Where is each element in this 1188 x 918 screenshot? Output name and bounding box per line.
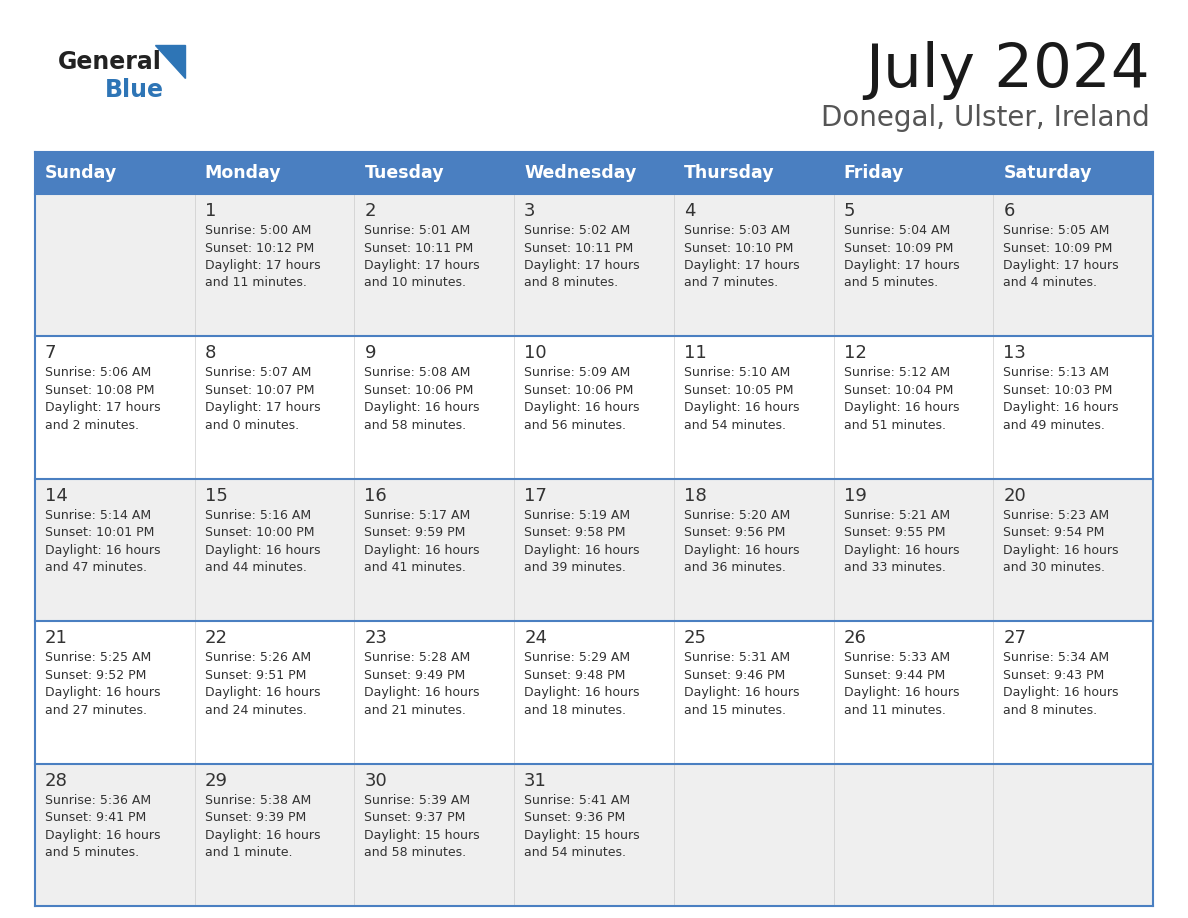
Text: Monday: Monday bbox=[204, 164, 282, 182]
Text: Sunrise: 5:16 AM
Sunset: 10:00 PM
Daylight: 16 hours
and 44 minutes.: Sunrise: 5:16 AM Sunset: 10:00 PM Daylig… bbox=[204, 509, 321, 575]
Text: 15: 15 bbox=[204, 487, 228, 505]
Text: Sunrise: 5:21 AM
Sunset: 9:55 PM
Daylight: 16 hours
and 33 minutes.: Sunrise: 5:21 AM Sunset: 9:55 PM Dayligh… bbox=[843, 509, 959, 575]
Text: 30: 30 bbox=[365, 772, 387, 789]
Text: 22: 22 bbox=[204, 629, 228, 647]
Text: 5: 5 bbox=[843, 202, 855, 220]
Text: Thursday: Thursday bbox=[684, 164, 775, 182]
Text: 24: 24 bbox=[524, 629, 548, 647]
Text: Sunrise: 5:10 AM
Sunset: 10:05 PM
Daylight: 16 hours
and 54 minutes.: Sunrise: 5:10 AM Sunset: 10:05 PM Daylig… bbox=[684, 366, 800, 431]
Bar bbox=[34, 194, 1154, 336]
Text: 20: 20 bbox=[1004, 487, 1026, 505]
Text: 10: 10 bbox=[524, 344, 546, 363]
Text: 12: 12 bbox=[843, 344, 866, 363]
Bar bbox=[34, 336, 1154, 479]
Text: Sunrise: 5:14 AM
Sunset: 10:01 PM
Daylight: 16 hours
and 47 minutes.: Sunrise: 5:14 AM Sunset: 10:01 PM Daylig… bbox=[45, 509, 160, 575]
Text: Sunrise: 5:13 AM
Sunset: 10:03 PM
Daylight: 16 hours
and 49 minutes.: Sunrise: 5:13 AM Sunset: 10:03 PM Daylig… bbox=[1004, 366, 1119, 431]
Text: 21: 21 bbox=[45, 629, 68, 647]
Text: Wednesday: Wednesday bbox=[524, 164, 637, 182]
Text: 27: 27 bbox=[1004, 629, 1026, 647]
Text: Sunrise: 5:04 AM
Sunset: 10:09 PM
Daylight: 17 hours
and 5 minutes.: Sunrise: 5:04 AM Sunset: 10:09 PM Daylig… bbox=[843, 224, 959, 289]
Text: Sunrise: 5:25 AM
Sunset: 9:52 PM
Daylight: 16 hours
and 27 minutes.: Sunrise: 5:25 AM Sunset: 9:52 PM Dayligh… bbox=[45, 651, 160, 717]
Text: Saturday: Saturday bbox=[1004, 164, 1092, 182]
Text: Sunrise: 5:41 AM
Sunset: 9:36 PM
Daylight: 15 hours
and 54 minutes.: Sunrise: 5:41 AM Sunset: 9:36 PM Dayligh… bbox=[524, 793, 640, 859]
Text: Sunrise: 5:05 AM
Sunset: 10:09 PM
Daylight: 17 hours
and 4 minutes.: Sunrise: 5:05 AM Sunset: 10:09 PM Daylig… bbox=[1004, 224, 1119, 289]
Text: Sunday: Sunday bbox=[45, 164, 118, 182]
Text: Sunrise: 5:12 AM
Sunset: 10:04 PM
Daylight: 16 hours
and 51 minutes.: Sunrise: 5:12 AM Sunset: 10:04 PM Daylig… bbox=[843, 366, 959, 431]
Bar bbox=[34, 764, 1154, 906]
Text: Sunrise: 5:36 AM
Sunset: 9:41 PM
Daylight: 16 hours
and 5 minutes.: Sunrise: 5:36 AM Sunset: 9:41 PM Dayligh… bbox=[45, 793, 160, 859]
Text: Sunrise: 5:02 AM
Sunset: 10:11 PM
Daylight: 17 hours
and 8 minutes.: Sunrise: 5:02 AM Sunset: 10:11 PM Daylig… bbox=[524, 224, 640, 289]
Bar bbox=[34, 621, 1154, 764]
Text: 23: 23 bbox=[365, 629, 387, 647]
Bar bbox=[34, 479, 1154, 621]
Text: Friday: Friday bbox=[843, 164, 904, 182]
Text: 31: 31 bbox=[524, 772, 546, 789]
Text: Sunrise: 5:38 AM
Sunset: 9:39 PM
Daylight: 16 hours
and 1 minute.: Sunrise: 5:38 AM Sunset: 9:39 PM Dayligh… bbox=[204, 793, 321, 859]
Text: 13: 13 bbox=[1004, 344, 1026, 363]
Text: 29: 29 bbox=[204, 772, 228, 789]
Text: Sunrise: 5:19 AM
Sunset: 9:58 PM
Daylight: 16 hours
and 39 minutes.: Sunrise: 5:19 AM Sunset: 9:58 PM Dayligh… bbox=[524, 509, 639, 575]
Text: 1: 1 bbox=[204, 202, 216, 220]
Bar bbox=[34, 152, 1154, 194]
Text: 14: 14 bbox=[45, 487, 68, 505]
Text: Sunrise: 5:31 AM
Sunset: 9:46 PM
Daylight: 16 hours
and 15 minutes.: Sunrise: 5:31 AM Sunset: 9:46 PM Dayligh… bbox=[684, 651, 800, 717]
Text: 25: 25 bbox=[684, 629, 707, 647]
Text: July 2024: July 2024 bbox=[865, 40, 1150, 99]
Polygon shape bbox=[154, 45, 185, 78]
Text: Sunrise: 5:08 AM
Sunset: 10:06 PM
Daylight: 16 hours
and 58 minutes.: Sunrise: 5:08 AM Sunset: 10:06 PM Daylig… bbox=[365, 366, 480, 431]
Text: Sunrise: 5:09 AM
Sunset: 10:06 PM
Daylight: 16 hours
and 56 minutes.: Sunrise: 5:09 AM Sunset: 10:06 PM Daylig… bbox=[524, 366, 639, 431]
Text: 2: 2 bbox=[365, 202, 375, 220]
Text: 18: 18 bbox=[684, 487, 707, 505]
Text: Blue: Blue bbox=[105, 78, 164, 102]
Text: Sunrise: 5:03 AM
Sunset: 10:10 PM
Daylight: 17 hours
and 7 minutes.: Sunrise: 5:03 AM Sunset: 10:10 PM Daylig… bbox=[684, 224, 800, 289]
Text: 8: 8 bbox=[204, 344, 216, 363]
Text: Sunrise: 5:06 AM
Sunset: 10:08 PM
Daylight: 17 hours
and 2 minutes.: Sunrise: 5:06 AM Sunset: 10:08 PM Daylig… bbox=[45, 366, 160, 431]
Text: Sunrise: 5:07 AM
Sunset: 10:07 PM
Daylight: 17 hours
and 0 minutes.: Sunrise: 5:07 AM Sunset: 10:07 PM Daylig… bbox=[204, 366, 321, 431]
Text: Sunrise: 5:01 AM
Sunset: 10:11 PM
Daylight: 17 hours
and 10 minutes.: Sunrise: 5:01 AM Sunset: 10:11 PM Daylig… bbox=[365, 224, 480, 289]
Text: Tuesday: Tuesday bbox=[365, 164, 444, 182]
Text: 19: 19 bbox=[843, 487, 866, 505]
Text: Sunrise: 5:29 AM
Sunset: 9:48 PM
Daylight: 16 hours
and 18 minutes.: Sunrise: 5:29 AM Sunset: 9:48 PM Dayligh… bbox=[524, 651, 639, 717]
Text: 16: 16 bbox=[365, 487, 387, 505]
Text: 9: 9 bbox=[365, 344, 375, 363]
Text: Sunrise: 5:20 AM
Sunset: 9:56 PM
Daylight: 16 hours
and 36 minutes.: Sunrise: 5:20 AM Sunset: 9:56 PM Dayligh… bbox=[684, 509, 800, 575]
Bar bbox=[34, 152, 1154, 906]
Text: 6: 6 bbox=[1004, 202, 1015, 220]
Text: Sunrise: 5:00 AM
Sunset: 10:12 PM
Daylight: 17 hours
and 11 minutes.: Sunrise: 5:00 AM Sunset: 10:12 PM Daylig… bbox=[204, 224, 321, 289]
Text: Sunrise: 5:33 AM
Sunset: 9:44 PM
Daylight: 16 hours
and 11 minutes.: Sunrise: 5:33 AM Sunset: 9:44 PM Dayligh… bbox=[843, 651, 959, 717]
Text: 7: 7 bbox=[45, 344, 57, 363]
Text: 3: 3 bbox=[524, 202, 536, 220]
Text: Donegal, Ulster, Ireland: Donegal, Ulster, Ireland bbox=[821, 104, 1150, 132]
Text: 17: 17 bbox=[524, 487, 546, 505]
Text: Sunrise: 5:28 AM
Sunset: 9:49 PM
Daylight: 16 hours
and 21 minutes.: Sunrise: 5:28 AM Sunset: 9:49 PM Dayligh… bbox=[365, 651, 480, 717]
Text: 28: 28 bbox=[45, 772, 68, 789]
Text: 11: 11 bbox=[684, 344, 707, 363]
Text: Sunrise: 5:39 AM
Sunset: 9:37 PM
Daylight: 15 hours
and 58 minutes.: Sunrise: 5:39 AM Sunset: 9:37 PM Dayligh… bbox=[365, 793, 480, 859]
Text: 26: 26 bbox=[843, 629, 866, 647]
Text: 4: 4 bbox=[684, 202, 695, 220]
Text: Sunrise: 5:17 AM
Sunset: 9:59 PM
Daylight: 16 hours
and 41 minutes.: Sunrise: 5:17 AM Sunset: 9:59 PM Dayligh… bbox=[365, 509, 480, 575]
Text: General: General bbox=[58, 50, 162, 74]
Text: Sunrise: 5:26 AM
Sunset: 9:51 PM
Daylight: 16 hours
and 24 minutes.: Sunrise: 5:26 AM Sunset: 9:51 PM Dayligh… bbox=[204, 651, 321, 717]
Text: Sunrise: 5:23 AM
Sunset: 9:54 PM
Daylight: 16 hours
and 30 minutes.: Sunrise: 5:23 AM Sunset: 9:54 PM Dayligh… bbox=[1004, 509, 1119, 575]
Text: Sunrise: 5:34 AM
Sunset: 9:43 PM
Daylight: 16 hours
and 8 minutes.: Sunrise: 5:34 AM Sunset: 9:43 PM Dayligh… bbox=[1004, 651, 1119, 717]
